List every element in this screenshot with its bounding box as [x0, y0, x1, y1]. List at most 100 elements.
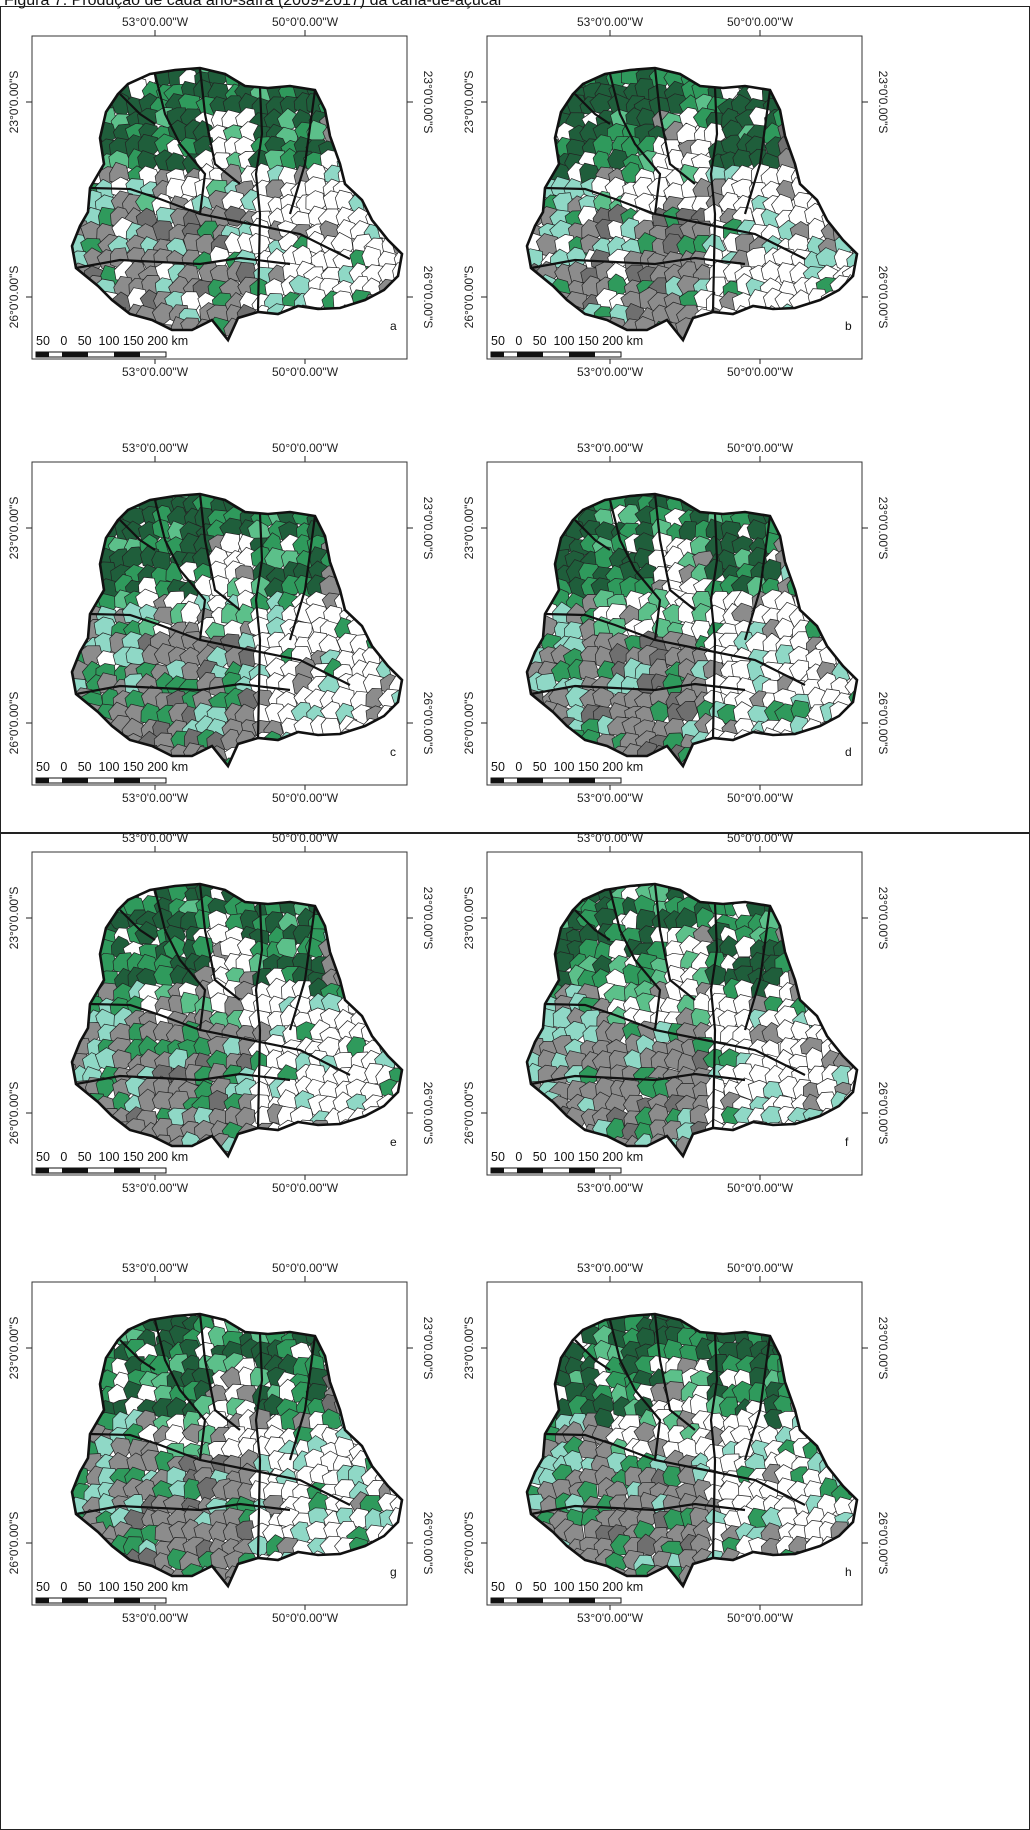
bottom-lon-label-50w: 50°0'0.00"W	[272, 791, 339, 805]
scale-bar	[490, 1597, 622, 1604]
scale-bar	[35, 1167, 167, 1174]
mesoregion-border	[288, 515, 317, 641]
municipality	[183, 1478, 203, 1500]
top-lon-label-50w: 50°0'0.00"W	[272, 1261, 339, 1275]
map-panel-b: 53°0'0.00"W 50°0'0.00"W 23°0'0.00"S 26°0…	[455, 14, 908, 389]
mesoregion-border	[743, 89, 772, 215]
mesoregion-border	[198, 1314, 241, 1431]
mesoregion-border	[119, 519, 156, 551]
scale-bar	[35, 777, 167, 784]
right-lat-label-23s: 23°0'0.00"S	[876, 71, 890, 134]
top-lon-label-50w: 50°0'0.00"W	[272, 15, 339, 29]
left-lat-label-23s: 23°0'0.00"S	[7, 887, 21, 950]
top-lon-label-50w: 50°0'0.00"W	[727, 441, 794, 455]
panel-letter: c	[390, 745, 396, 759]
mesoregion-border	[119, 93, 156, 125]
mesoregion-border	[254, 87, 264, 313]
mesoregion-border	[574, 93, 611, 125]
panel-letter: b	[845, 319, 852, 333]
scale-bar-label: 50 0 50 100 150 200 km	[36, 1580, 188, 1594]
mesoregion-border	[254, 513, 264, 739]
figure-title: Figura 7. Produção de cada ano-safra (20…	[4, 0, 503, 9]
top-lon-label-53w: 53°0'0.00"W	[577, 15, 644, 29]
mesoregion-border	[709, 87, 719, 313]
scale-bar-label: 50 0 50 100 150 200 km	[491, 760, 643, 774]
mesoregion-border	[89, 612, 351, 686]
bottom-lon-label-50w: 50°0'0.00"W	[727, 1181, 794, 1195]
scale-bar-label: 50 0 50 100 150 200 km	[491, 334, 643, 348]
mesoregion-border	[153, 499, 207, 641]
top-lon-label-53w: 53°0'0.00"W	[577, 1261, 644, 1275]
scale-bar-label: 50 0 50 100 150 200 km	[36, 760, 188, 774]
bottom-lon-label-50w: 50°0'0.00"W	[272, 1611, 339, 1625]
state-outline	[525, 882, 859, 1159]
mesoregion-border	[198, 68, 241, 185]
mesoregion-border	[89, 1002, 351, 1076]
top-lon-label-53w: 53°0'0.00"W	[122, 15, 189, 29]
mesoregion-border	[530, 1502, 746, 1516]
left-lat-label-23s: 23°0'0.00"S	[7, 71, 21, 134]
left-lat-label-26s: 26°0'0.00"S	[462, 1512, 476, 1575]
mesoregion-border	[743, 515, 772, 641]
map-panel-e: 53°0'0.00"W 50°0'0.00"W 23°0'0.00"S 26°0…	[0, 830, 453, 1205]
municipality	[592, 134, 615, 156]
left-lat-label-26s: 26°0'0.00"S	[7, 692, 21, 755]
right-lat-label-26s: 26°0'0.00"S	[421, 1082, 435, 1145]
mesoregion-border	[709, 1333, 719, 1559]
mesoregion-border	[653, 68, 696, 185]
mesoregion-border	[530, 256, 746, 270]
scale-bar-label: 50 0 50 100 150 200 km	[491, 1150, 643, 1164]
left-lat-label-23s: 23°0'0.00"S	[7, 1317, 21, 1380]
mesoregion-border	[119, 909, 156, 941]
right-lat-label-26s: 26°0'0.00"S	[421, 1512, 435, 1575]
map-panel-g: 53°0'0.00"W 50°0'0.00"W 23°0'0.00"S 26°0…	[0, 1260, 453, 1635]
bottom-lon-label-50w: 50°0'0.00"W	[272, 1181, 339, 1195]
mesoregion-border	[254, 903, 264, 1129]
left-lat-label-26s: 26°0'0.00"S	[7, 266, 21, 329]
top-lon-label-53w: 53°0'0.00"W	[122, 441, 189, 455]
bottom-lon-label-50w: 50°0'0.00"W	[727, 791, 794, 805]
left-lat-label-23s: 23°0'0.00"S	[462, 71, 476, 134]
top-lon-label-50w: 50°0'0.00"W	[272, 441, 339, 455]
scale-bar-label: 50 0 50 100 150 200 km	[36, 1150, 188, 1164]
mesoregion-border	[75, 1502, 291, 1516]
scale-bar	[490, 1167, 622, 1174]
state-outline	[525, 1312, 859, 1589]
mesoregion-border	[153, 73, 207, 215]
municipality	[847, 1064, 857, 1088]
paraná-map: 53°0'0.00"W 50°0'0.00"W 23°0'0.00"S 26°0…	[462, 1261, 890, 1625]
top-lon-label-50w: 50°0'0.00"W	[727, 15, 794, 29]
paraná-map: 53°0'0.00"W 50°0'0.00"W 23°0'0.00"S 26°0…	[7, 15, 435, 379]
mesoregion-border	[254, 1333, 264, 1559]
left-lat-label-26s: 26°0'0.00"S	[462, 266, 476, 329]
panel-letter: a	[390, 319, 397, 333]
mesoregion-border	[608, 1319, 662, 1461]
mesoregion-border	[743, 1335, 772, 1461]
bottom-lon-label-53w: 53°0'0.00"W	[577, 791, 644, 805]
scale-bar	[35, 351, 167, 358]
mesoregion-border	[288, 905, 317, 1031]
bottom-lon-label-53w: 53°0'0.00"W	[122, 365, 189, 379]
bottom-lon-label-53w: 53°0'0.00"W	[122, 1181, 189, 1195]
top-lon-label-53w: 53°0'0.00"W	[122, 831, 189, 845]
bottom-lon-label-50w: 50°0'0.00"W	[727, 365, 794, 379]
bottom-lon-label-53w: 53°0'0.00"W	[122, 1611, 189, 1625]
mesoregion-border	[75, 1072, 291, 1086]
right-lat-label-26s: 26°0'0.00"S	[876, 266, 890, 329]
map-panel-f: 53°0'0.00"W 50°0'0.00"W 23°0'0.00"S 26°0…	[455, 830, 908, 1205]
right-lat-label-23s: 23°0'0.00"S	[421, 887, 435, 950]
right-lat-label-23s: 23°0'0.00"S	[876, 497, 890, 560]
mesoregion-border	[530, 682, 746, 696]
map-panel-h: 53°0'0.00"W 50°0'0.00"W 23°0'0.00"S 26°0…	[455, 1260, 908, 1635]
scale-bar	[35, 1597, 167, 1604]
mesoregion-border	[608, 73, 662, 215]
mesoregion-border	[608, 499, 662, 641]
top-lon-label-50w: 50°0'0.00"W	[272, 831, 339, 845]
map-panel-c: 53°0'0.00"W 50°0'0.00"W 23°0'0.00"S 26°0…	[0, 440, 453, 815]
scale-bar	[490, 351, 622, 358]
left-lat-label-23s: 23°0'0.00"S	[7, 497, 21, 560]
mesoregion-border	[574, 1339, 611, 1371]
mesoregion-border	[153, 1319, 207, 1461]
panel-letter: h	[845, 1565, 852, 1579]
municipality	[321, 1408, 343, 1430]
